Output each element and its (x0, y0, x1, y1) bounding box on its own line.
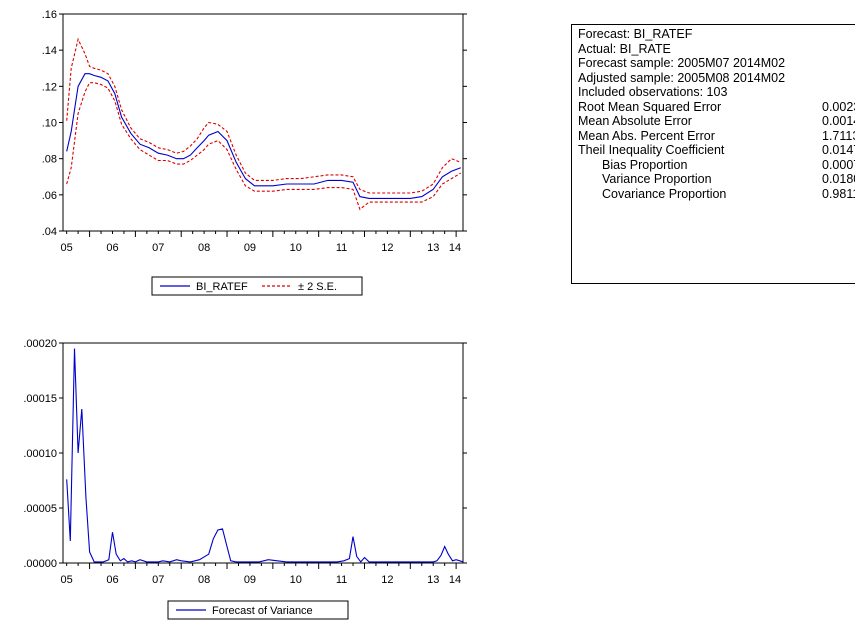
stat-value: 0.018053 (822, 172, 855, 186)
legend-box (151, 276, 363, 296)
se-band-line (66, 82, 461, 211)
stats-observations-line: Included observations: 103 (578, 85, 728, 99)
x-tick-label: 06 (106, 574, 118, 586)
y-tick-label: .00005 (23, 503, 57, 515)
x-tick-label: 09 (244, 242, 256, 254)
stat-label: Theil Inequality Coefficient (578, 143, 725, 157)
stat-row: Variance Proportion 0.018053 (578, 172, 855, 187)
legend-label: Forecast of Variance (212, 605, 313, 617)
forecast-chart: .04 .06 .08 .10 .12 .14 .16 05 06 07 08 09 10 11 12 13 1… (42, 9, 467, 296)
x-tick-label: 14 (449, 574, 461, 586)
y-tick-label: .12 (42, 81, 57, 93)
y-tick-label: .00015 (23, 393, 57, 405)
stat-label: Variance Proportion (602, 172, 712, 186)
forecast-stats-box: Forecast: BI_RATEF Actual: BI_RATE Forec… (571, 24, 855, 284)
y-tick-label: .04 (42, 226, 57, 238)
y-tick-label: .14 (42, 45, 57, 57)
y-tick-label: .00000 (23, 558, 57, 570)
variance-chart: .00000 .00005 .00010 .00015 .00020 05 06 07 08 09… (23, 338, 467, 620)
stat-label: Mean Abs. Percent Error (578, 128, 715, 143)
stat-value: 1.711385 (822, 128, 855, 143)
x-tick-label: 09 (244, 574, 256, 586)
x-tick-label: 12 (381, 242, 393, 254)
stat-label: Bias Proportion (602, 157, 688, 172)
x-tick-label: 12 (381, 574, 393, 586)
series-line (66, 348, 464, 563)
x-tick-label: 05 (61, 242, 73, 254)
stat-row: Bias Proportion 0.000767 (578, 158, 855, 173)
x-tick-label: 07 (152, 242, 164, 254)
stat-value: 0.002383 (822, 99, 855, 114)
stats-actual-line: Actual: BI_RATE (578, 41, 671, 56)
y-tick-label: .10 (42, 118, 57, 130)
x-tick-label: 05 (61, 574, 73, 586)
stat-row: Theil Inequality Coefficient 0.014707 (578, 143, 855, 158)
x-tick-label: 10 (290, 574, 302, 586)
y-tick-label: .08 (42, 154, 57, 166)
x-tick-label: 13 (427, 574, 439, 586)
x-tick-label: 13 (427, 242, 439, 254)
stat-row: Covariance Proportion 0.981179 (578, 187, 855, 202)
stats-forecast-line: Forecast: BI_RATEF (578, 27, 693, 41)
x-tick-label: 08 (198, 242, 210, 254)
stat-label: Mean Absolute Error (578, 114, 692, 128)
se-band-line (66, 37, 461, 194)
y-tick-label: .00010 (23, 448, 57, 460)
series-line (66, 73, 461, 199)
plot-frame (62, 342, 464, 564)
x-tick-label: 08 (198, 574, 210, 586)
stat-row: Mean Absolute Error 0.001422 (578, 114, 855, 129)
stat-row: Mean Abs. Percent Error 1.711385 (578, 129, 855, 144)
x-tick-label: 07 (152, 574, 164, 586)
stat-value: 0.014707 (822, 143, 855, 157)
x-tick-label: 06 (106, 242, 118, 254)
stat-row: Root Mean Squared Error 0.002383 (578, 100, 855, 115)
legend-label: ± 2 S.E. (298, 281, 337, 293)
stats-forecast-sample-line: Forecast sample: 2005M07 2014M02 (578, 56, 786, 70)
legend-label: BI_RATEF (196, 281, 248, 293)
stat-label: Covariance Proportion (602, 186, 727, 201)
x-tick-label: 10 (290, 242, 302, 254)
y-tick-label: .00020 (23, 338, 57, 350)
x-tick-label: 11 (336, 574, 347, 586)
y-tick-label: .06 (42, 190, 57, 202)
y-tick-label: .16 (42, 9, 57, 21)
stats-adjusted-sample-line: Adjusted sample: 2005M08 2014M02 (578, 70, 786, 85)
stat-value: 0.000767 (822, 157, 855, 172)
x-tick-label: 14 (449, 242, 461, 254)
stat-label: Root Mean Squared Error (578, 99, 722, 114)
legend-box (167, 600, 349, 620)
stat-value: 0.001422 (822, 114, 855, 128)
stat-value: 0.981179 (822, 186, 855, 201)
x-tick-label: 11 (336, 242, 347, 254)
